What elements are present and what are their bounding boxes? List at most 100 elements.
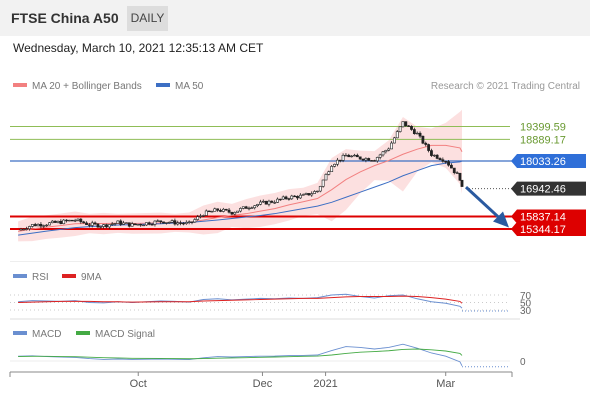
candle-body — [301, 194, 305, 196]
candle-body — [398, 126, 402, 132]
candle — [227, 208, 231, 214]
candle — [50, 220, 54, 224]
candle-body — [447, 161, 450, 166]
candle — [22, 228, 26, 231]
macd-signal-legend-label: MACD Signal — [95, 329, 155, 340]
candle-body — [313, 191, 316, 194]
candle-body — [190, 221, 194, 223]
x-axis-label: 2021 — [313, 378, 337, 390]
candle — [373, 159, 376, 162]
candle-body — [327, 171, 331, 175]
candle-body — [455, 172, 459, 174]
candle — [444, 160, 448, 164]
candle-body — [298, 194, 302, 199]
candle — [253, 205, 257, 210]
candle — [90, 220, 94, 228]
candle-body — [250, 207, 254, 209]
timestamp: Wednesday, March 10, 2021 12:35:13 AM CE… — [13, 41, 264, 55]
resistance-label: 19399.59 — [520, 121, 566, 133]
candle — [278, 198, 282, 201]
candle-body — [304, 193, 308, 195]
macd-signal-legend-swatch — [76, 331, 90, 335]
candle-body — [56, 220, 60, 223]
candle — [430, 148, 433, 157]
candle — [93, 221, 97, 226]
candle-body — [130, 223, 134, 227]
price-tag-label: 15344.17 — [520, 224, 566, 236]
candle — [216, 208, 220, 212]
candle-body — [460, 179, 464, 187]
candle-body — [364, 158, 368, 161]
candle — [353, 153, 356, 157]
candle — [421, 135, 425, 145]
period-tab-daily[interactable]: DAILY — [127, 6, 168, 31]
candle-body — [444, 161, 448, 163]
rsi-legend-label: RSI — [32, 272, 49, 283]
candle-body — [99, 226, 103, 228]
candle — [401, 121, 405, 128]
candle — [224, 208, 228, 211]
candle-body — [324, 174, 328, 181]
candle — [267, 199, 271, 207]
candle-body — [162, 221, 165, 224]
candle-body — [122, 222, 125, 225]
candle — [284, 195, 288, 200]
candle — [358, 156, 362, 160]
candle — [361, 158, 365, 162]
candle-body — [358, 156, 362, 160]
candle — [79, 218, 83, 224]
candle-body — [287, 198, 291, 200]
candle — [239, 207, 242, 213]
candle-body — [424, 142, 428, 145]
candle — [460, 179, 464, 187]
candle — [287, 197, 291, 201]
candle — [333, 163, 336, 168]
candle — [150, 222, 154, 226]
candle-body — [450, 164, 453, 169]
candle-body — [284, 196, 288, 199]
candle — [296, 195, 299, 201]
candle-body — [196, 216, 200, 220]
candle — [25, 226, 29, 231]
candle-body — [350, 155, 354, 158]
candle — [170, 219, 174, 224]
x-axis-label: Mar — [436, 378, 455, 390]
forecast-arrow-head — [493, 211, 509, 228]
candle — [82, 220, 86, 224]
candle — [107, 224, 111, 230]
candle-body — [93, 222, 97, 225]
rsi-legend-swatch — [13, 274, 27, 278]
candle-body — [347, 154, 351, 158]
candle — [415, 131, 419, 135]
candle — [404, 121, 408, 127]
candle — [96, 223, 100, 228]
candle — [424, 141, 428, 147]
candle — [435, 154, 439, 160]
price-legend: MA 20 + Bollinger Bands MA 50 Research ©… — [13, 81, 580, 92]
candle — [184, 220, 188, 225]
candle-body — [136, 224, 140, 226]
candle — [119, 219, 123, 227]
candle — [270, 200, 274, 204]
candle — [110, 221, 114, 226]
candle — [87, 222, 91, 228]
candle-body — [427, 144, 431, 151]
candle-body — [230, 211, 234, 215]
candle-body — [392, 137, 396, 144]
candle — [247, 206, 251, 211]
candle — [324, 173, 328, 181]
candle-body — [415, 132, 419, 135]
candle-body — [316, 190, 319, 193]
candle-body — [221, 208, 225, 212]
candle — [370, 160, 373, 162]
candle-body — [142, 224, 145, 227]
price-tag-label: 15837.14 — [520, 212, 566, 224]
price-tag-support — [511, 209, 586, 224]
candle-body — [147, 222, 151, 225]
candle-body — [241, 206, 245, 209]
candle-body — [73, 220, 77, 222]
candle-body — [273, 202, 277, 204]
candle-body — [307, 193, 311, 196]
candle — [392, 136, 396, 144]
